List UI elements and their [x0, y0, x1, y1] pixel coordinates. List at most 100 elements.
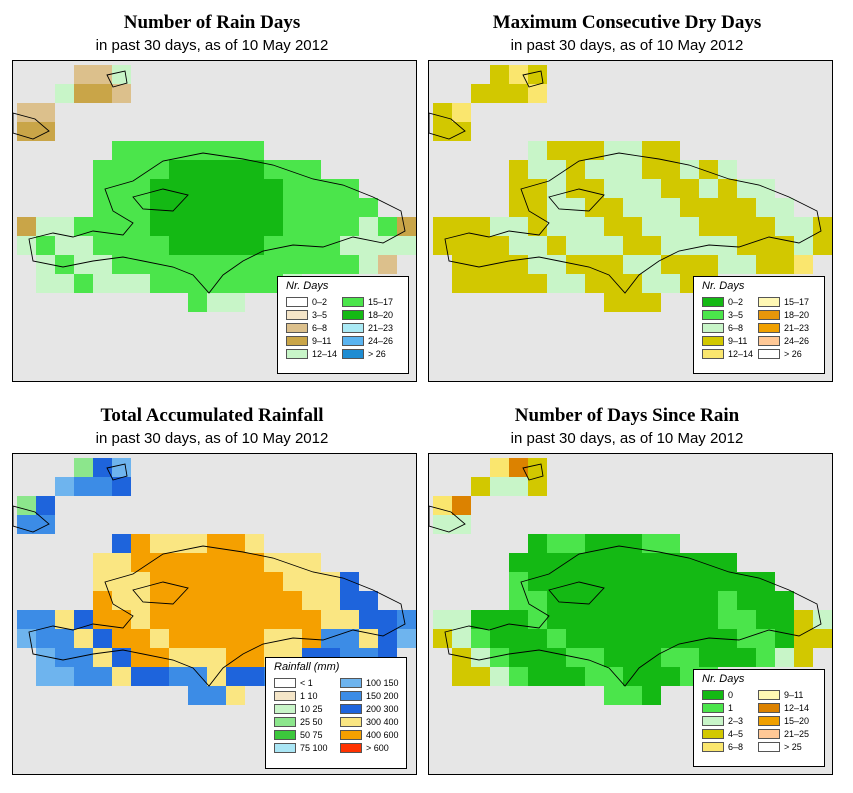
- grid-cell: [340, 591, 359, 610]
- grid-cell: [245, 255, 264, 274]
- grid-cell: [150, 572, 169, 591]
- grid-cell: [169, 141, 188, 160]
- grid-cell: [245, 591, 264, 610]
- grid-cell: [604, 686, 623, 705]
- coastline: [132, 188, 189, 212]
- grid-cell: [131, 591, 150, 610]
- grid-cell: [245, 553, 264, 572]
- legend-label: 0: [728, 690, 734, 700]
- grid-cell: [112, 667, 131, 686]
- grid-cell: [642, 686, 661, 705]
- grid-cell: [131, 217, 150, 236]
- grid-cell: [509, 591, 528, 610]
- grid-cell: [718, 217, 737, 236]
- grid-cell: [55, 629, 74, 648]
- grid-cell: [642, 141, 661, 160]
- grid-cell: [17, 496, 36, 515]
- coastline: [429, 505, 466, 533]
- grid-cell: [756, 255, 775, 274]
- grid-cell: [397, 217, 416, 236]
- grid-cell: [642, 293, 661, 312]
- grid-cell: [490, 477, 509, 496]
- grid-cell: [433, 122, 452, 141]
- legend-label: 75 100: [300, 743, 328, 753]
- grid-cell: [433, 217, 452, 236]
- grid-cell: [378, 217, 397, 236]
- grid-cell: [775, 610, 794, 629]
- coastline: [106, 70, 128, 88]
- grid-cell: [207, 629, 226, 648]
- grid-cell: [528, 274, 547, 293]
- grid-cell: [756, 610, 775, 629]
- grid-cell: [528, 667, 547, 686]
- grid-cell: [188, 160, 207, 179]
- grid-cell: [661, 141, 680, 160]
- grid-cell: [112, 84, 131, 103]
- grid-cell: [471, 648, 490, 667]
- grid-cell: [661, 534, 680, 553]
- legend-swatch: [274, 691, 296, 701]
- grid-cell: [131, 236, 150, 255]
- grid-cell: [188, 236, 207, 255]
- grid-cell: [509, 553, 528, 572]
- grid-cell: [226, 198, 245, 217]
- grid-cell: [623, 534, 642, 553]
- grid-cell: [604, 274, 623, 293]
- grid-cell: [169, 274, 188, 293]
- legend-swatch: [286, 310, 308, 320]
- grid-cell: [226, 236, 245, 255]
- grid-cell: [150, 591, 169, 610]
- grid-cell: [74, 648, 93, 667]
- grid-cell: [302, 629, 321, 648]
- grid-cell: [131, 160, 150, 179]
- grid-cell: [566, 179, 585, 198]
- grid-cell: [623, 160, 642, 179]
- grid-cell: [490, 217, 509, 236]
- legend-swatch: [340, 730, 362, 740]
- grid-cell: [680, 629, 699, 648]
- grid-cell: [547, 553, 566, 572]
- grid-cell: [566, 591, 585, 610]
- grid-cell: [566, 572, 585, 591]
- grid-cell: [226, 274, 245, 293]
- grid-cell: [547, 141, 566, 160]
- grid-cell: [699, 553, 718, 572]
- grid-cell: [131, 648, 150, 667]
- grid-cell: [112, 553, 131, 572]
- grid-cell: [585, 236, 604, 255]
- grid-cell: [131, 255, 150, 274]
- panel-title-rain-days: Number of Rain Days: [123, 12, 301, 33]
- grid-cell: [264, 198, 283, 217]
- grid-cell: [623, 648, 642, 667]
- grid-cell: [150, 217, 169, 236]
- map-legend: Nr. Days 0 1 2–3 4–5 6–8 9–11 12–14 15–20 21–25 > …: [693, 669, 825, 767]
- grid-cell: [169, 591, 188, 610]
- grid-cell: [471, 274, 490, 293]
- grid-cell: [17, 515, 36, 534]
- grid-cell: [74, 255, 93, 274]
- grid-cell: [509, 198, 528, 217]
- grid-cell: [642, 217, 661, 236]
- grid-cell: [547, 236, 566, 255]
- grid-cell: [397, 610, 416, 629]
- grid-cell: [623, 255, 642, 274]
- grid-cell: [794, 217, 813, 236]
- grid-cell: [661, 610, 680, 629]
- grid-cell: [452, 217, 471, 236]
- grid-cell: [150, 610, 169, 629]
- grid-cell: [93, 477, 112, 496]
- grid-cell: [661, 629, 680, 648]
- grid-cell: [378, 255, 397, 274]
- grid-cell: [642, 198, 661, 217]
- grid-cell: [547, 217, 566, 236]
- legend-label: 15–20: [784, 716, 810, 726]
- grid-cell: [131, 179, 150, 198]
- grid-cell: [452, 496, 471, 515]
- grid-cell: [131, 274, 150, 293]
- grid-cell: [188, 217, 207, 236]
- grid-cell: [680, 648, 699, 667]
- legend-swatch: [758, 716, 780, 726]
- legend-label: > 26: [784, 349, 802, 359]
- grid-cell: [150, 141, 169, 160]
- grid-cell: [566, 198, 585, 217]
